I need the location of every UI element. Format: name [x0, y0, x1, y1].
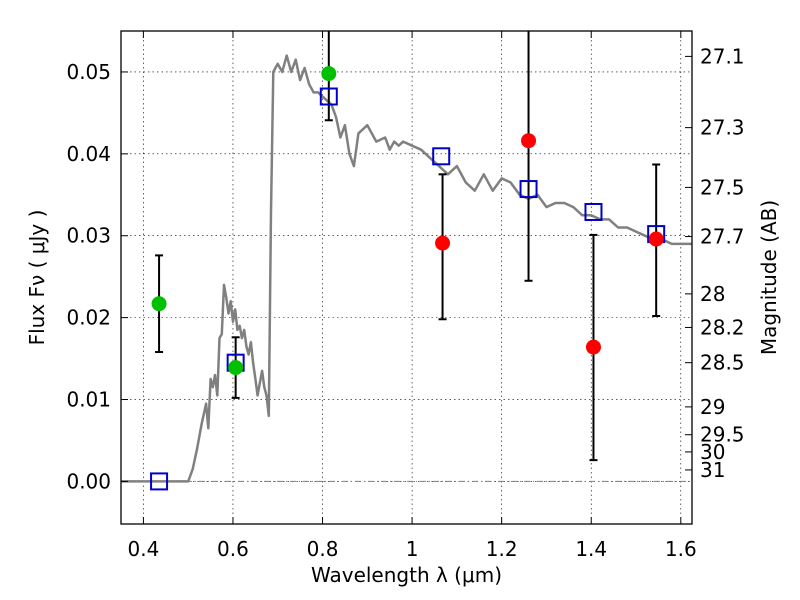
- detection-point: [321, 66, 337, 82]
- model-photometry-square: [584, 202, 603, 221]
- right-tick-label: 28: [700, 282, 725, 306]
- right-tick-label: 28.5: [700, 351, 745, 375]
- right-tick-label: 28.2: [700, 315, 745, 339]
- nondetection-point: [521, 133, 537, 149]
- nondetection-point: [435, 235, 451, 251]
- y-axis-title: Flux Fν ( μJy ): [25, 210, 49, 346]
- data-markers: [150, 66, 666, 491]
- x-tick-label: 1: [406, 537, 419, 561]
- model-spectrum-line: [121, 54, 692, 483]
- right-tick-label: 27.5: [700, 175, 745, 199]
- model-photometry-square: [432, 147, 451, 166]
- right-tick-label: 29.5: [700, 423, 745, 447]
- x-axis-title: Wavelength λ (μm): [311, 563, 502, 587]
- y-tick-label: 0.00: [66, 469, 111, 493]
- right-axis-title: Magnitude (AB): [757, 200, 781, 355]
- grid: [121, 31, 692, 524]
- y-tick-label: 0.01: [66, 388, 111, 412]
- x-tick-label: 0.6: [217, 537, 249, 561]
- y-tick-label: 0.03: [66, 224, 111, 248]
- nondetection-point: [585, 339, 601, 355]
- axis-ticks: 0.4 0.6 0.8 1 1.2 1.4 1.6 0.00 0.01 0.02 0.03 0.04 0…: [66, 31, 745, 561]
- y-tick-label: 0.02: [66, 306, 111, 330]
- errorbars: [155, 31, 661, 462]
- x-tick-label: 0.4: [127, 537, 159, 561]
- model-photometry-square: [519, 180, 538, 199]
- right-tick-label: 31: [700, 458, 725, 482]
- detection-point: [228, 360, 244, 376]
- right-tick-label: 30: [700, 440, 725, 464]
- x-tick-label: 1.6: [665, 537, 697, 561]
- y-tick-label: 0.05: [66, 60, 111, 84]
- right-tick-label: 27.7: [700, 225, 745, 249]
- right-tick-label: 29: [700, 395, 725, 419]
- model-photometry-square: [319, 87, 338, 106]
- plot-frame: [120, 30, 693, 525]
- model-photometry-square: [150, 472, 169, 491]
- nondetection-point: [648, 231, 664, 247]
- x-tick-label: 1.4: [575, 537, 607, 561]
- right-tick-label: 27.1: [700, 44, 745, 68]
- detection-point: [151, 296, 167, 312]
- x-tick-label: 0.8: [307, 537, 339, 561]
- y-tick-label: 0.04: [66, 142, 111, 166]
- right-tick-label: 27.3: [700, 116, 745, 140]
- x-tick-label: 1.2: [486, 537, 518, 561]
